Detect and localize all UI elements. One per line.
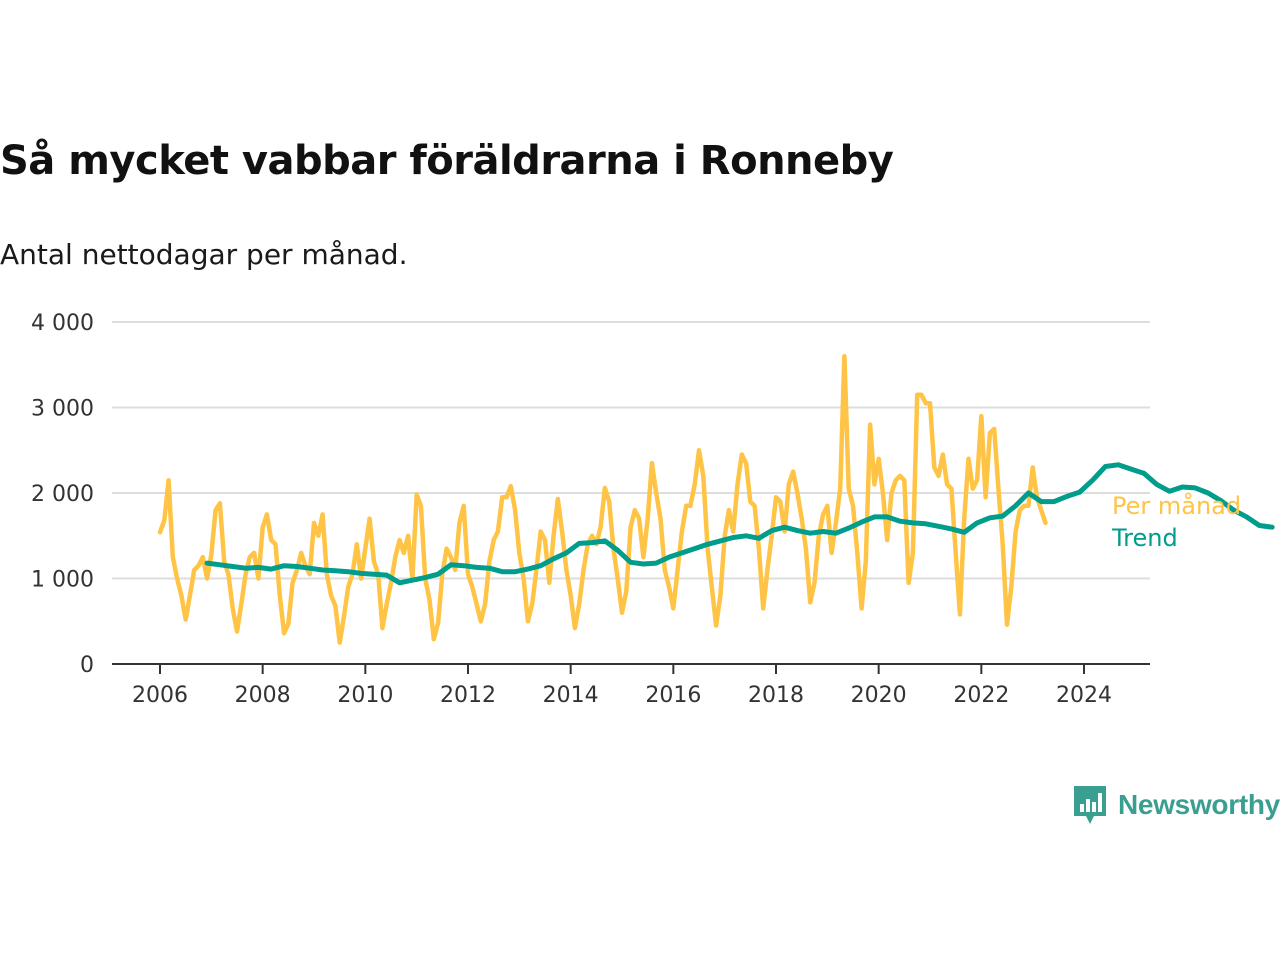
x-tick-label: 2006 xyxy=(132,683,188,708)
x-axis: 2006 2008 2010 2012 2014 2016 2018 2020 2022 2024 xyxy=(132,664,1112,708)
gridlines xyxy=(112,321,1150,580)
x-tick: 2020 xyxy=(851,664,907,708)
series-layer xyxy=(157,353,1275,645)
x-tick: 2024 xyxy=(1056,664,1112,708)
y-tick: 0 xyxy=(80,653,94,678)
x-tick-label: 2024 xyxy=(1056,683,1112,708)
legend-label-trend: Trend xyxy=(1111,524,1178,552)
y-tick: 1 000 xyxy=(31,568,94,593)
x-tick-label: 2012 xyxy=(440,683,496,708)
x-tick-label: 2022 xyxy=(953,683,1009,708)
newsworthy-logo: Newsworthy xyxy=(1072,784,1280,826)
series-line-per-manad xyxy=(157,353,1048,645)
x-tick: 2010 xyxy=(337,664,393,708)
y-tick-label: 1 000 xyxy=(31,568,94,593)
y-tick: 4 000 xyxy=(31,311,94,336)
y-tick-label: 3 000 xyxy=(31,397,94,422)
chart-title: Så mycket vabbar föräldrarna i Ronneby xyxy=(0,138,894,184)
x-tick: 2006 xyxy=(132,664,188,708)
x-tick-label: 2010 xyxy=(337,683,393,708)
x-tick: 2012 xyxy=(440,664,496,708)
newsworthy-logo-icon xyxy=(1074,786,1106,824)
x-tick: 2008 xyxy=(235,664,291,708)
y-axis: 0 1 000 2 000 3 000 4 000 xyxy=(31,311,94,678)
chart-subtitle: Antal nettodagar per månad. xyxy=(0,238,408,271)
y-tick: 2 000 xyxy=(31,482,94,507)
x-tick: 2014 xyxy=(543,664,599,708)
y-tick-label: 4 000 xyxy=(31,311,94,336)
y-tick-label: 0 xyxy=(80,653,94,678)
x-tick-label: 2018 xyxy=(748,683,804,708)
series-line-trend xyxy=(204,462,1275,586)
x-tick: 2016 xyxy=(645,664,701,708)
series-labels: Per månad Trend xyxy=(1111,491,1241,552)
x-tick: 2018 xyxy=(748,664,804,708)
y-tick: 3 000 xyxy=(31,397,94,422)
brand-name: Newsworthy xyxy=(1118,789,1280,820)
x-tick-label: 2014 xyxy=(543,683,599,708)
x-tick-label: 2016 xyxy=(645,683,701,708)
y-tick-label: 2 000 xyxy=(31,482,94,507)
x-tick-label: 2020 xyxy=(851,683,907,708)
x-tick: 2022 xyxy=(953,664,1009,708)
legend-label-per-manad: Per månad xyxy=(1112,491,1241,520)
x-tick-label: 2008 xyxy=(235,683,291,708)
